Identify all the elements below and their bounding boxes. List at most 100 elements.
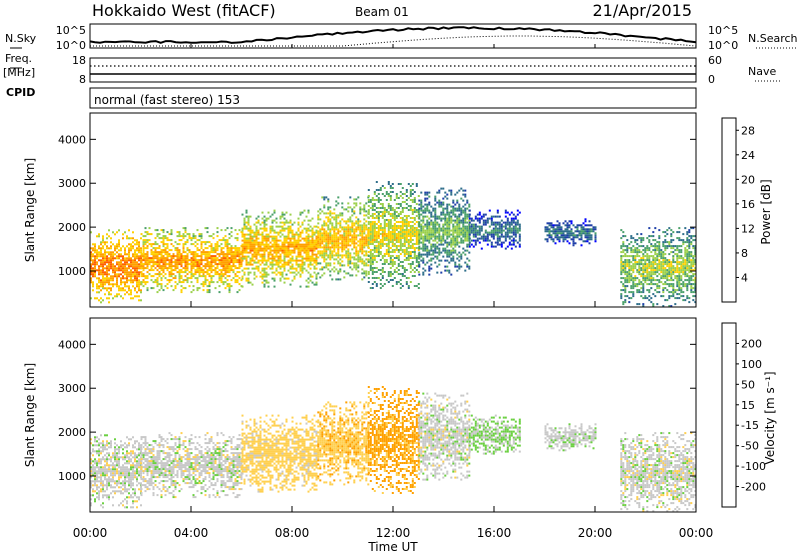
range-cell-5: [460, 265, 463, 268]
range-cell-2: [283, 267, 286, 270]
range-cell-6: [508, 237, 511, 240]
range-cell-7: [574, 242, 577, 245]
range-cell-5: [418, 253, 421, 256]
range-cell-1: [176, 283, 179, 286]
range-cell-2: [299, 255, 302, 258]
range-cell-1: [170, 257, 173, 260]
range-cell-8: [656, 253, 659, 256]
range-cell-8: [642, 277, 645, 280]
range-cell-0: [120, 281, 122, 284]
range-cell-3: [331, 212, 334, 215]
range-cell-6: [474, 225, 477, 228]
range-cell-0: [112, 243, 114, 246]
range-cell-5: [438, 233, 441, 236]
range-cell-0: [130, 269, 132, 272]
range-cell-8: [662, 259, 665, 262]
range-cell-2: [303, 219, 306, 222]
range-cell-5: [420, 203, 423, 206]
range-cell-3: [367, 264, 370, 267]
range-cell-1: [166, 231, 169, 234]
range-cell-2: [267, 239, 270, 242]
range-cell-1: [218, 253, 221, 256]
range-cell-1: [196, 265, 199, 268]
range-cell-8: [620, 265, 623, 268]
range-cell-5: [456, 235, 459, 238]
range-cell-2: [261, 237, 264, 240]
range-cell-4: [371, 207, 374, 209]
range-cell-7: [560, 232, 563, 235]
range-cell-0: [90, 297, 92, 300]
range-cell-2: [273, 247, 276, 250]
range-cell-5: [458, 213, 461, 216]
range-cell-1: [234, 251, 237, 254]
range-cell-4: [399, 283, 402, 285]
range-cell-4: [381, 231, 384, 233]
range-cell-4: [385, 237, 388, 239]
range-cell-5: [418, 213, 421, 216]
range-cell-1: [188, 249, 191, 252]
range-cell-7: [590, 236, 593, 239]
range-cell-1: [172, 261, 175, 264]
range-cell-3: [345, 220, 348, 223]
range-cell-4: [399, 221, 402, 223]
range-cell-0: [134, 295, 136, 298]
range-cell-4: [409, 253, 412, 255]
range-cell-5: [452, 213, 455, 216]
range-cell-5: [426, 215, 429, 218]
range-cell-3: [359, 242, 362, 245]
range-cell-1: [156, 265, 159, 268]
range-cell-4: [405, 217, 408, 219]
range-cell-0: [112, 271, 114, 274]
range-cell-2: [313, 253, 316, 256]
range-cell-4: [405, 207, 408, 209]
range-cell-2: [281, 259, 284, 262]
range-cell-8: [658, 255, 661, 258]
range-cell-6: [500, 219, 503, 222]
range-cell-5: [460, 229, 463, 232]
range-cell-2: [295, 257, 298, 260]
range-cell-0: [110, 253, 112, 256]
range-cell-3: [353, 242, 356, 245]
range-cell-8: [644, 277, 647, 280]
range-cell-2: [245, 227, 248, 230]
range-cell-5: [456, 209, 459, 212]
range-cell-0: [128, 293, 130, 296]
range-cell-5: [418, 245, 421, 248]
range-cell-1: [180, 285, 183, 288]
range-cell-0: [112, 251, 114, 254]
range-cell-4: [397, 241, 400, 243]
range-cell-3: [319, 232, 322, 235]
range-cell-3: [347, 240, 350, 243]
range-cell-3: [331, 246, 334, 249]
range-cell-3: [345, 254, 348, 257]
range-cell-1: [182, 281, 185, 284]
range-cell-2: [269, 253, 272, 256]
range-cell-1: [184, 287, 187, 290]
range-cell-3: [361, 208, 364, 211]
range-cell-1: [214, 249, 217, 252]
range-cell-1: [238, 265, 241, 268]
range-cell-2: [311, 231, 314, 234]
range-cell-2: [283, 245, 286, 248]
range-cell-4: [411, 209, 414, 211]
range-cell-8: [624, 253, 627, 256]
range-cell-0: [116, 277, 118, 280]
range-cell-6: [490, 223, 493, 226]
range-cell-4: [395, 233, 398, 235]
range-cell-3: [333, 250, 336, 253]
range-cell-3: [359, 240, 362, 243]
range-cell-1: [178, 275, 181, 278]
range-cell-7: [594, 238, 597, 241]
range-cell-0: [106, 245, 108, 248]
range-cell-8: [664, 273, 667, 276]
range-cell-2: [245, 257, 248, 260]
range-cell-8: [666, 277, 669, 280]
range-cell-1: [220, 239, 223, 242]
range-cell-0: [110, 259, 112, 262]
range-cell-5: [464, 207, 467, 210]
range-cell-1: [152, 253, 155, 256]
range-cell-6: [476, 219, 479, 222]
range-cell-4: [377, 197, 380, 199]
range-cell-1: [148, 233, 151, 236]
range-cell-4: [367, 281, 370, 283]
